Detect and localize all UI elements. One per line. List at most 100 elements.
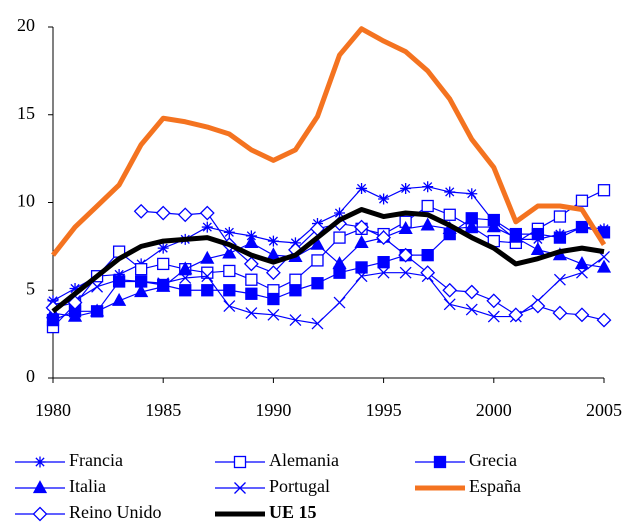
marker [265,265,281,281]
marker [135,263,148,276]
marker [376,230,392,246]
y-tick-label: 5 [26,278,35,298]
marker [223,264,236,278]
marker [398,220,413,234]
marker [267,308,280,321]
marker [32,506,48,522]
marker [422,181,434,193]
marker [466,188,478,200]
marker [155,205,171,221]
legend-label: UE 15 [269,502,317,522]
marker [244,235,259,249]
marker [200,250,215,264]
marker [332,256,347,270]
marker [553,231,567,244]
marker [243,256,259,272]
marker [597,184,611,197]
marker [69,282,81,294]
marker [334,207,346,219]
marker [266,247,281,261]
marker [157,277,170,290]
marker [443,298,456,311]
marker [310,236,325,250]
marker [245,307,258,320]
marker [333,296,346,309]
marker [32,480,48,494]
marker [201,270,214,283]
marker [553,273,566,286]
marker [355,261,368,274]
marker [575,220,589,234]
marker [443,208,456,221]
marker [333,231,346,244]
x-tick-label: 2000 [476,400,512,420]
legend-label: Portugal [269,476,330,496]
marker [356,182,368,194]
marker [222,245,237,259]
marker [596,259,612,273]
marker [113,268,125,280]
marker [596,312,612,328]
marker [486,293,502,309]
marker [378,193,390,205]
marker [223,284,236,297]
marker [398,247,414,263]
x-tick-label: 1995 [366,400,402,420]
legend-label: Grecia [469,450,517,470]
marker [113,273,126,286]
marker [575,194,589,207]
marker [464,284,480,300]
marker [201,284,214,297]
marker [377,266,390,279]
y-tick-label: 15 [17,103,35,123]
y-tick-label: 0 [26,366,35,386]
marker [399,266,412,279]
series-line [51,26,607,257]
marker [178,261,193,275]
marker [377,256,390,269]
marker [201,221,213,233]
marker [354,235,369,249]
marker [486,219,501,233]
x-tick-label: 2005 [586,400,622,420]
y-tick-label: 20 [17,15,35,35]
marker [530,298,546,314]
series-line [51,207,605,314]
marker [245,287,258,300]
marker [420,265,436,281]
x-tick-label: 1980 [35,400,71,420]
marker [433,455,447,469]
marker [223,300,236,313]
x-tick-label: 1985 [145,400,181,420]
legend-label: Italia [69,476,106,496]
marker [531,227,545,241]
marker [91,280,104,293]
marker [576,266,588,279]
marker [530,242,545,256]
y-tick-label: 10 [17,191,35,211]
marker [245,273,258,286]
marker [199,205,215,221]
marker [421,199,434,213]
marker [112,292,127,306]
marker [289,273,302,286]
marker [289,314,302,327]
marker [487,310,500,323]
marker [354,219,369,235]
marker [34,456,46,468]
marker [311,317,324,330]
marker [311,254,324,267]
marker [179,284,192,297]
marker [201,266,214,279]
marker [400,182,412,194]
marker [135,275,148,288]
marker [289,284,302,297]
marker [234,482,246,494]
legend-label: Reino Unido [69,502,162,522]
marker [223,226,235,238]
marker [157,257,170,271]
x-tick-label: 1990 [255,400,291,420]
marker [179,272,192,284]
